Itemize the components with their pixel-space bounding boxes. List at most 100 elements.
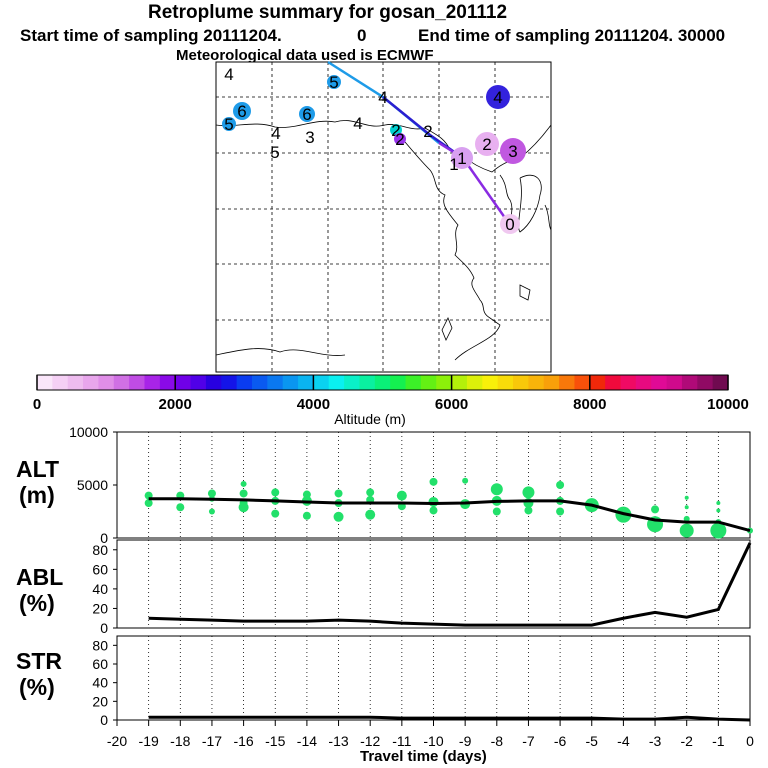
x-tick-label: -13 bbox=[328, 733, 348, 749]
panel-str: 80 60 40 20 0 bbox=[92, 635, 751, 728]
colorbar-cell bbox=[144, 375, 161, 390]
trajectory-marker-label: 4 bbox=[378, 88, 387, 107]
x-tick-label: -10 bbox=[423, 733, 443, 749]
colorbar-cell bbox=[236, 375, 253, 390]
trajectory-marker-circle bbox=[500, 138, 526, 164]
colorbar-cell bbox=[328, 375, 345, 390]
altitude-scatter-point bbox=[207, 489, 216, 498]
altitude-scatter-point bbox=[429, 477, 438, 486]
colorbar-cell bbox=[67, 375, 84, 390]
trajectory-marker-label: 2 bbox=[391, 121, 400, 140]
colorbar-cell bbox=[543, 375, 560, 390]
altitude-scatter-point bbox=[144, 499, 153, 508]
colorbar-cell bbox=[205, 375, 222, 390]
x-tick-label: -4 bbox=[617, 733, 630, 749]
altitude-scatter-point bbox=[679, 523, 694, 538]
trajectory-marker-label: 5 bbox=[329, 73, 338, 92]
x-tick-label: -5 bbox=[586, 733, 599, 749]
trajectory-marker-label: 4 bbox=[271, 124, 280, 143]
colorbar-cell bbox=[651, 375, 668, 390]
trajectory-lines bbox=[327, 60, 512, 226]
colorbar-cell bbox=[52, 375, 69, 390]
str-panel-title: STR bbox=[16, 648, 62, 674]
alt-panel-unit: (m) bbox=[19, 482, 55, 508]
colorbar-cell bbox=[98, 375, 115, 390]
colorbar-cell bbox=[190, 375, 207, 390]
trajectory-marker-label: 4 bbox=[493, 88, 502, 107]
colorbar-cell bbox=[482, 375, 499, 390]
colorbar-cell bbox=[374, 375, 391, 390]
y-tick-label: 10000 bbox=[69, 424, 108, 440]
colorbar-cell bbox=[267, 375, 284, 390]
x-tick-label: -3 bbox=[649, 733, 662, 749]
trajectory-marker-circle bbox=[500, 214, 520, 234]
altitude-scatter-point bbox=[333, 511, 344, 522]
colorbar-tick-label: 10000 bbox=[707, 396, 749, 413]
altitude-scatter-point bbox=[429, 506, 438, 515]
colorbar-tick-label: 8000 bbox=[573, 396, 606, 413]
trajectory-marker-circle bbox=[299, 106, 315, 122]
trajectory-marker-circle bbox=[451, 147, 473, 169]
colorbar-cell bbox=[129, 375, 146, 390]
colorbar-cell bbox=[175, 375, 192, 390]
altitude-scatter-point bbox=[239, 489, 248, 498]
series-line bbox=[148, 542, 752, 627]
start-time-label: Start time of sampling 20111204. bbox=[20, 26, 282, 45]
y-tick-label: 20 bbox=[92, 693, 108, 709]
colorbar-cell bbox=[666, 375, 683, 390]
colorbar-cell bbox=[451, 375, 468, 390]
trajectory-marker-circle bbox=[394, 133, 406, 145]
altitude-scatter-point bbox=[556, 481, 565, 489]
abl-panel-title: ABL bbox=[16, 564, 64, 590]
x-axis: -20 -19 -18 -17 -16 -15 -14 -13 -12 -11 -10 -9 -8 -7-… bbox=[107, 720, 754, 749]
x-tick-label: -16 bbox=[233, 733, 253, 749]
altitude-scatter-point bbox=[684, 505, 689, 510]
colorbar-tick-label: 2000 bbox=[159, 396, 192, 413]
x-tick-label: -17 bbox=[202, 733, 222, 749]
y-tick-label: 80 bbox=[92, 637, 108, 653]
x-tick-label: -11 bbox=[392, 733, 411, 749]
trajectory-marker-label: 4 bbox=[353, 114, 362, 133]
altitude-scatter-point bbox=[396, 490, 407, 501]
trajectory-marker-label: 4 bbox=[224, 65, 233, 84]
altitude-scatter-point bbox=[302, 511, 311, 520]
y-tick-label: 0 bbox=[100, 712, 108, 728]
x-tick-label: -15 bbox=[265, 733, 285, 749]
x-tick-label: -6 bbox=[554, 733, 567, 749]
colorbar-cell bbox=[159, 375, 176, 390]
altitude-scatter-point bbox=[492, 507, 501, 516]
colorbar-cell bbox=[390, 375, 407, 390]
altitude-scatter-point bbox=[176, 503, 185, 512]
x-tick-label: -20 bbox=[107, 733, 127, 749]
trajectory-marker-label: 3 bbox=[305, 128, 314, 147]
trajectory-marker-label: 5 bbox=[270, 143, 279, 162]
trajectory-marker-circle bbox=[233, 102, 251, 120]
altitude-scatter-point bbox=[710, 522, 727, 539]
y-tick-label: 80 bbox=[92, 542, 108, 558]
altitude-scatter-point bbox=[522, 486, 535, 499]
trajectory-marker-label: 6 bbox=[237, 102, 246, 121]
colorbar-cell bbox=[605, 375, 622, 390]
altitude-scatter-point bbox=[366, 488, 375, 497]
x-tick-label: -2 bbox=[680, 733, 693, 749]
x-tick-label: -8 bbox=[491, 733, 504, 749]
altitude-scatter-point bbox=[716, 508, 721, 513]
trajectory-marker-label: 2 bbox=[395, 130, 404, 149]
colorbar-cell bbox=[420, 375, 437, 390]
x-axis-title: Travel time (days) bbox=[360, 748, 487, 765]
altitude-scatter-point bbox=[240, 480, 247, 487]
trajectory-marker-label: 1 bbox=[457, 149, 466, 168]
x-tick-label: -18 bbox=[170, 733, 190, 749]
altitude-scatter-point bbox=[490, 483, 503, 496]
met-data-label: Meteorological data used is ECMWF bbox=[176, 47, 434, 64]
altitude-scatter-point bbox=[556, 507, 565, 516]
altitude-scatter-point bbox=[428, 496, 439, 507]
map-gridlines bbox=[216, 62, 551, 372]
colorbar-cell bbox=[282, 375, 299, 390]
altitude-scatter-point bbox=[651, 505, 660, 514]
colorbar-cell bbox=[712, 375, 729, 390]
colorbar-cell bbox=[251, 375, 268, 390]
colorbar-cell bbox=[83, 375, 100, 390]
